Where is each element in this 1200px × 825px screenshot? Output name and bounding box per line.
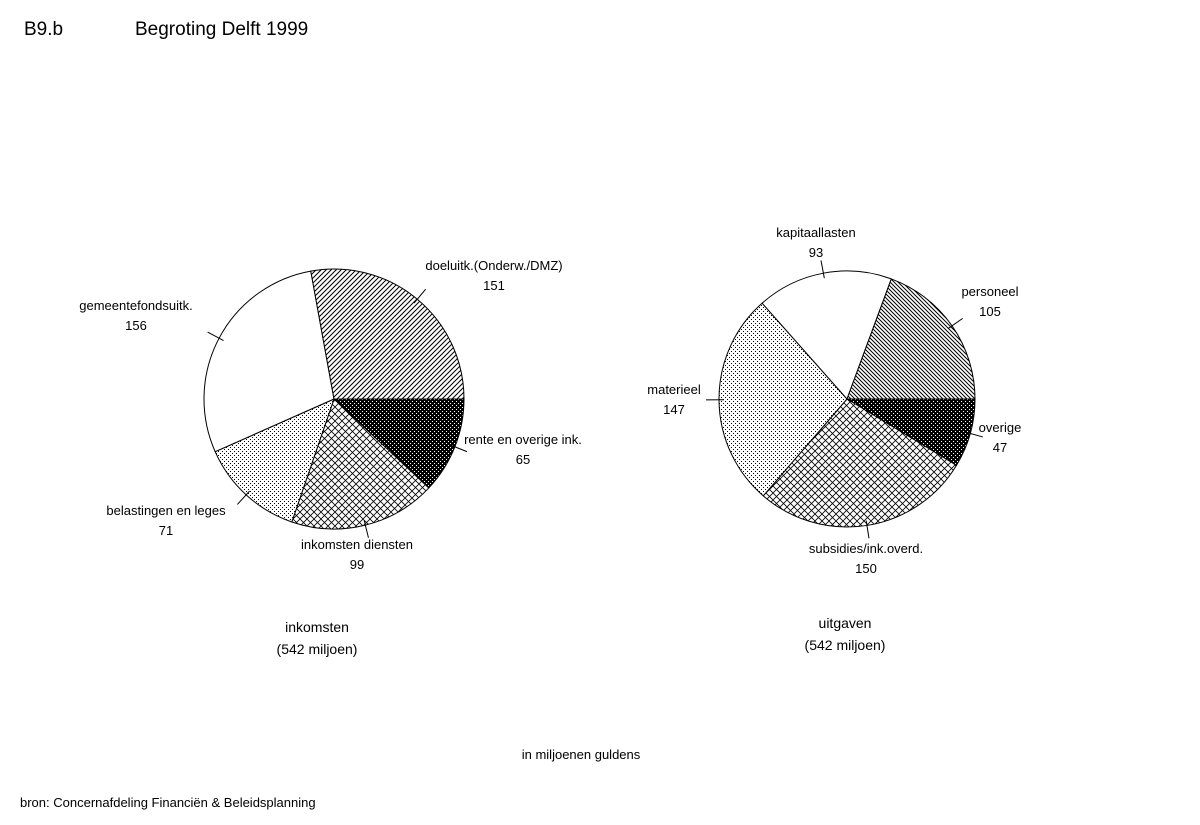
caption-inkomsten-total: (542 miljoen): [276, 641, 358, 657]
unit-note: in miljoenen guldens: [521, 747, 641, 762]
pie-slice-doeluitk-onderw-dmz: [310, 268, 465, 400]
slice-label-name-subsidies-ink-overd: subsidies/ink.overd.: [808, 541, 924, 556]
slice-label-personeel: personeel 105: [961, 282, 1018, 322]
slice-label-gemeentefondsuitk: gemeentefondsuitk. 156: [79, 296, 192, 336]
slice-label-doeluitk-onderw-dmz: doeluitk.(Onderw./DMZ) 151: [425, 256, 562, 296]
slice-label-value-overige: 47: [992, 440, 1008, 455]
slice-label-value-rente-en-overige-ink: 65: [515, 452, 531, 467]
leader-tick-subsidies-ink-overd: [865, 520, 870, 539]
slice-label-name-overige: overige: [978, 420, 1022, 435]
slice-label-value-inkomsten-diensten: 99: [349, 557, 365, 572]
slice-label-inkomsten-diensten: inkomsten diensten 99: [301, 535, 413, 575]
caption-uitgaven-total: (542 miljoen): [804, 637, 886, 653]
slice-label-subsidies-ink-overd: subsidies/ink.overd. 150: [809, 539, 923, 579]
pie-uitgaven: [705, 260, 983, 539]
figure-code: B9.b: [24, 19, 64, 40]
slice-label-name-inkomsten-diensten: inkomsten diensten: [300, 537, 414, 552]
slice-label-name-kapitaallasten: kapitaallasten: [776, 225, 856, 240]
leader-tick-personeel: [947, 317, 963, 330]
slice-label-name-personeel: personeel: [961, 284, 1019, 299]
slice-label-kapitaallasten: kapitaallasten 93: [776, 223, 856, 263]
caption-inkomsten-title: inkomsten: [285, 619, 349, 635]
figure-title: Begroting Delft 1999: [135, 19, 309, 40]
slice-label-value-subsidies-ink-overd: 150: [855, 561, 877, 576]
pie-inkomsten: [203, 268, 468, 538]
slice-label-rente-en-overige-ink: rente en overige ink. 65: [464, 430, 582, 470]
leader-tick-rente-en-overige-ink: [450, 444, 468, 453]
leader-tick-belastingen-en-leges: [237, 490, 250, 505]
slice-label-value-materieel: 147: [663, 402, 685, 417]
slice-label-name-belastingen-en-leges: belastingen en leges: [106, 503, 226, 518]
leader-tick-overige: [965, 431, 983, 438]
leader-tick-doeluitk-onderw-dmz: [413, 288, 427, 304]
caption-inkomsten: inkomsten (542 miljoen): [277, 616, 358, 660]
slice-label-value-gemeentefondsuitk: 156: [125, 318, 147, 333]
caption-uitgaven-title: uitgaven: [818, 615, 872, 631]
caption-uitgaven: uitgaven (542 miljoen): [805, 612, 886, 656]
leader-tick-gemeentefondsuitk: [207, 331, 224, 341]
leader-tick-inkomsten-diensten: [363, 520, 369, 538]
slice-label-value-kapitaallasten: 93: [808, 245, 824, 260]
slice-label-overige: overige 47: [979, 418, 1022, 458]
slice-label-name-doeluitk-onderw-dmz: doeluitk.(Onderw./DMZ): [425, 258, 563, 273]
slice-label-value-belastingen-en-leges: 71: [158, 523, 174, 538]
slice-label-value-personeel: 105: [979, 304, 1001, 319]
slice-label-name-materieel: materieel: [647, 382, 701, 397]
source-note: bron: Concernafdeling Financiën & Beleid…: [20, 795, 316, 810]
leader-tick-kapitaallasten: [820, 260, 825, 279]
slice-label-belastingen-en-leges: belastingen en leges 71: [106, 501, 225, 541]
slice-label-name-gemeentefondsuitk: gemeentefondsuitk.: [79, 298, 193, 313]
slice-label-name-rente-en-overige-ink: rente en overige ink.: [464, 432, 582, 447]
slice-label-materieel: materieel 147: [647, 380, 700, 420]
slice-label-value-doeluitk-onderw-dmz: 151: [483, 278, 505, 293]
